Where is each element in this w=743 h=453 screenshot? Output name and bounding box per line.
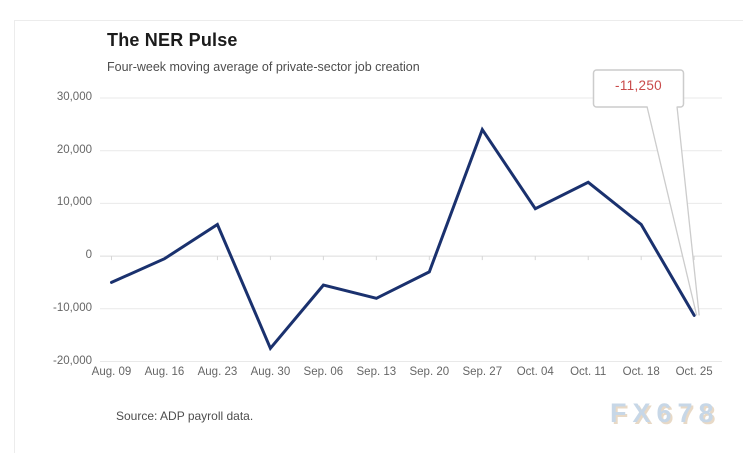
- x-axis-tick-label: Oct. 04: [516, 366, 554, 378]
- chart-title: The NER Pulse: [107, 30, 238, 50]
- y-axis-tick-label: 10,000: [56, 196, 92, 209]
- data-series-line: [110, 126, 696, 352]
- callout-tail-edge-left: [646, 106, 698, 316]
- y-axis-tick-label: -10,000: [52, 301, 92, 314]
- card-border-top: [14, 20, 743, 21]
- x-axis-tick-label: Sep. 27: [462, 366, 503, 378]
- watermark-fx678: FX678: [610, 398, 720, 428]
- chart-subtitle: Four-week moving average of private-sect…: [107, 60, 420, 74]
- x-axis-tick-label: Aug. 09: [91, 366, 132, 378]
- y-axis-tick-label: -20,000: [52, 354, 92, 367]
- card-border-left: [14, 20, 15, 453]
- x-axis-tick-label: Oct. 11: [570, 366, 607, 378]
- x-axis-tick-label: Sep. 06: [303, 366, 344, 378]
- callout-tail: [647, 104, 700, 316]
- y-axis-tick-label: 0: [85, 249, 92, 262]
- x-axis-tick-label: Oct. 18: [622, 366, 660, 378]
- x-axis-tick-label: Oct. 25: [675, 366, 713, 378]
- callout-value: -11,250: [615, 78, 662, 93]
- x-axis-tick-label: Aug. 30: [250, 366, 291, 378]
- callout-tail-edge-right: [676, 106, 700, 316]
- callout-box: [592, 69, 685, 108]
- source-note: Source: ADP payroll data.: [116, 409, 254, 423]
- x-axis-tick-label: Aug. 23: [197, 366, 238, 378]
- x-axis-tick-label: Sep. 13: [356, 366, 397, 378]
- y-axis-tick-label: 20,000: [56, 143, 92, 156]
- y-axis-tick-label: 30,000: [56, 91, 92, 103]
- x-axis-tick-label: Aug. 16: [144, 366, 185, 378]
- x-axis-tick-label: Sep. 20: [409, 366, 450, 378]
